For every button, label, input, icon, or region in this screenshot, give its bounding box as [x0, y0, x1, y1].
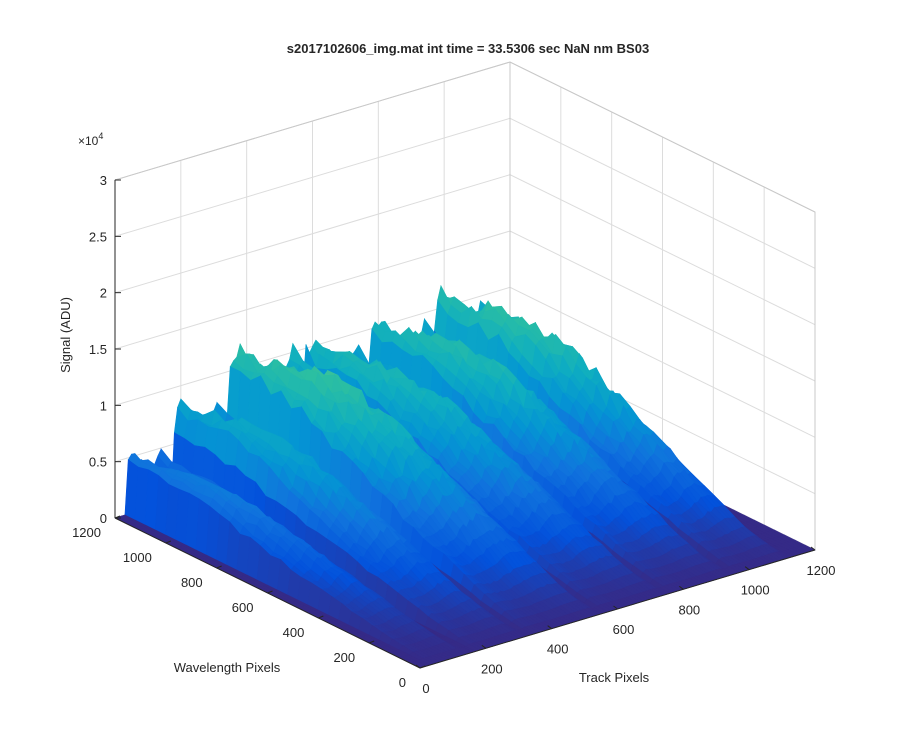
y-tick-mark	[216, 565, 222, 569]
x-tick-mark	[613, 605, 618, 610]
x-axis-label: Track Pixels	[579, 670, 650, 685]
z-tick-label: 1	[100, 398, 107, 413]
y-tick-label: 200	[333, 650, 355, 665]
z-axis-label: Signal (ADU)	[58, 297, 73, 373]
surface-layer	[114, 284, 816, 669]
z-tick-label: 2	[100, 286, 107, 301]
grid-line	[114, 174, 816, 326]
x-tick-mark	[744, 566, 750, 571]
grid-line	[114, 61, 816, 213]
x-tick-label: 800	[678, 602, 700, 617]
tick-layer: 0200400600800100012000200400600800100012…	[72, 173, 835, 696]
y-tick-label: 400	[283, 625, 305, 640]
y-tick-mark	[368, 640, 375, 644]
z-tick-label: 0	[100, 511, 107, 526]
x-tick-label: 0	[422, 681, 429, 696]
x-tick-label: 1200	[807, 563, 836, 578]
z-tick-label: 0.5	[89, 455, 107, 470]
y-tick-label: 800	[181, 575, 203, 590]
z-tick-label: 1.5	[89, 342, 107, 357]
x-tick-mark	[415, 664, 421, 669]
y-tick-mark	[419, 665, 426, 669]
y-axis-label: Wavelength Pixels	[174, 660, 281, 675]
y-tick-mark	[267, 590, 273, 594]
grid-line	[114, 117, 816, 269]
z-exponent-base: ×10	[78, 134, 99, 148]
z-exponent-label: ×104	[78, 131, 103, 148]
x-tick-label: 1000	[741, 583, 770, 598]
z-tick-label: 3	[100, 173, 107, 188]
y-tick-mark	[165, 540, 172, 544]
x-tick-mark	[481, 644, 487, 649]
x-tick-label: 200	[481, 661, 503, 676]
y-tick-label: 600	[232, 600, 254, 615]
x-tick-label: 600	[613, 622, 635, 637]
chart-title: s2017102606_img.mat int time = 33.5306 s…	[287, 41, 649, 56]
x-tick-mark	[547, 625, 552, 630]
z-tick-label: 2.5	[89, 229, 107, 244]
y-tick-label: 1000	[123, 550, 152, 565]
x-tick-label: 400	[547, 642, 569, 657]
x-tick-mark	[679, 585, 684, 590]
y-tick-label: 0	[399, 675, 406, 690]
x-tick-mark	[810, 546, 816, 551]
y-tick-label: 1200	[72, 525, 101, 540]
z-exponent-power: 4	[98, 131, 103, 141]
y-tick-mark	[318, 615, 324, 619]
